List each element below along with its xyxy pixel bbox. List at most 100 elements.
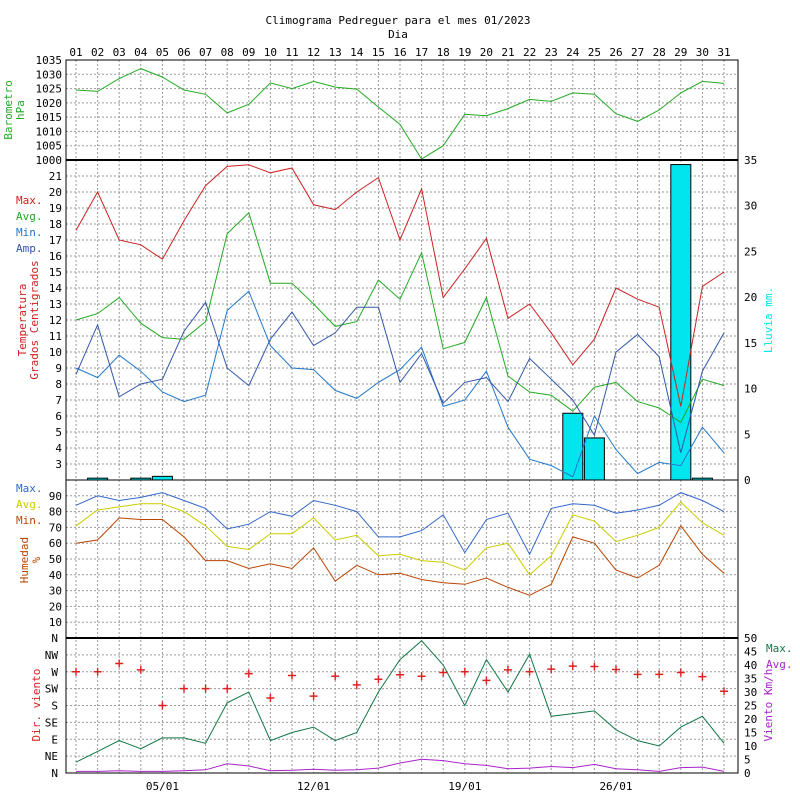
temperature-amp-line	[75, 301, 725, 453]
temperature-tick-label: 11	[49, 330, 62, 343]
temperature-tick-label: 14	[49, 282, 63, 295]
day-tick-label: 03	[113, 46, 126, 59]
day-tick-label: 29	[674, 46, 687, 59]
temperature-tick-label: 7	[55, 394, 62, 407]
temperature-tick-label: 18	[49, 218, 62, 231]
wind-direction-marker	[266, 694, 275, 702]
wind-direction-tick-label: E	[51, 733, 58, 746]
temperature-tick-label: 17	[49, 234, 62, 247]
humidity-legend-item: Max.	[16, 482, 43, 495]
wind-direction-marker	[93, 667, 102, 676]
temperature-avg-line	[75, 211, 725, 424]
wind-direction-marker	[374, 675, 383, 684]
wind-direction-marker	[676, 668, 685, 677]
humidity-legend-item: Avg.	[16, 498, 43, 511]
barometer-tick-label: 1030	[36, 68, 63, 81]
wind-direction-marker	[136, 665, 145, 674]
date-tick-label: 05/01	[146, 780, 179, 793]
day-tick-label: 08	[221, 46, 234, 59]
day-tick-label: 18	[437, 46, 450, 59]
barometer-tick-label: 1000	[36, 154, 63, 167]
rain-bar	[670, 164, 692, 481]
date-tick-label: 12/01	[297, 780, 330, 793]
wind-speed-tick-label: 20	[744, 713, 757, 726]
day-tick-label: 12	[307, 46, 320, 59]
wind-speed-tick-label: 5	[744, 754, 751, 767]
barometer-axis-title: Barometro	[2, 80, 15, 140]
temperature-legend-item: Max.	[16, 194, 43, 207]
rain-tick-label: 15	[744, 337, 757, 350]
wind-direction-marker	[439, 668, 448, 677]
wind-direction-tick-label: S	[51, 700, 58, 713]
wind-direction-marker	[115, 659, 124, 668]
x-axis-title: Dia	[388, 28, 408, 41]
wind-direction-marker	[396, 670, 404, 679]
humidity-tick-label: 40	[49, 569, 62, 582]
temperature-legend-item: Avg.	[16, 210, 43, 223]
wind-speed-tick-label: 50	[744, 632, 757, 645]
wind-legend-item: Avg.	[766, 658, 793, 671]
humidity-tick-label: 80	[49, 506, 62, 519]
wind-direction-tick-label: N	[51, 632, 58, 645]
barometer-line	[75, 68, 725, 160]
day-tick-label: 02	[91, 46, 104, 59]
humidity-tick-label: 70	[49, 521, 62, 534]
date-tick-label: 26/01	[599, 780, 632, 793]
rain-tick-label: 20	[744, 291, 757, 304]
wind-speed-tick-label: 10	[744, 740, 757, 753]
temperature-max-line	[75, 164, 725, 407]
rain-tick-label: 35	[744, 154, 757, 167]
rain-tick-label: 25	[744, 245, 757, 258]
day-tick-label: 14	[350, 46, 364, 59]
barometer-tick-label: 1005	[36, 140, 63, 153]
humidity-tick-label: 10	[49, 616, 62, 629]
humidity-tick-label: 60	[49, 537, 62, 550]
wind-direction-marker	[655, 670, 664, 679]
day-tick-label: 09	[242, 46, 255, 59]
rain-axis-title: Lluvia mm.	[762, 287, 775, 353]
temperature-tick-label: 16	[49, 250, 62, 263]
day-tick-label: 23	[545, 46, 558, 59]
wind-legend-item: Max.	[766, 642, 793, 655]
temperature-tick-label: 20	[49, 186, 62, 199]
barometer-tick-label: 1015	[36, 111, 63, 124]
day-tick-label: 01	[69, 46, 82, 59]
day-tick-label: 26	[609, 46, 622, 59]
wind-speed-tick-label: 45	[744, 646, 757, 659]
grid-lines	[66, 59, 738, 774]
wind-direction-marker	[568, 662, 577, 671]
wind-direction-tick-label: SE	[45, 716, 58, 729]
wind-direction-marker	[309, 692, 318, 701]
chart-title: Climograma Pedreguer para el mes 01/2023	[266, 14, 531, 27]
temperature-tick-label: 15	[49, 266, 62, 279]
temperature-tick-label: 3	[55, 458, 62, 471]
rain-tick-label: 10	[744, 383, 757, 396]
temperature-tick-label: 19	[49, 202, 62, 215]
wind-direction-marker	[460, 667, 469, 676]
humidity-tick-label: 30	[49, 585, 62, 598]
wind-avg-line	[76, 758, 725, 772]
humidity-axis-title: %	[30, 556, 43, 563]
wind-speed-tick-label: 40	[744, 659, 757, 672]
wind-direction-marker	[633, 670, 642, 679]
barometer-tick-label: 1010	[36, 125, 63, 138]
humidity-legend-item: Min.	[16, 514, 43, 527]
temperature-tick-label: 12	[49, 314, 62, 327]
rain-bar	[562, 412, 584, 481]
wind-direction-marker	[720, 687, 728, 696]
wind-direction-marker	[590, 662, 599, 671]
wind-speed-tick-label: 0	[744, 767, 751, 780]
temperature-tick-label: 9	[55, 362, 62, 375]
humidity-avg-line	[75, 501, 725, 576]
wind-direction-tick-label: NW	[45, 649, 59, 662]
day-tick-label: 28	[653, 46, 666, 59]
day-tick-label: 20	[480, 46, 493, 59]
wind-direction-axis-title: Dir. viento	[30, 669, 43, 742]
humidity-tick-label: 50	[49, 553, 62, 566]
humidity-max-line	[75, 492, 725, 556]
temperature-axis-title: Temperatura	[16, 284, 29, 357]
wind-max-line	[75, 639, 725, 763]
temperature-axis-title: Grados Centigrados	[28, 260, 41, 379]
day-tick-label: 27	[631, 46, 644, 59]
